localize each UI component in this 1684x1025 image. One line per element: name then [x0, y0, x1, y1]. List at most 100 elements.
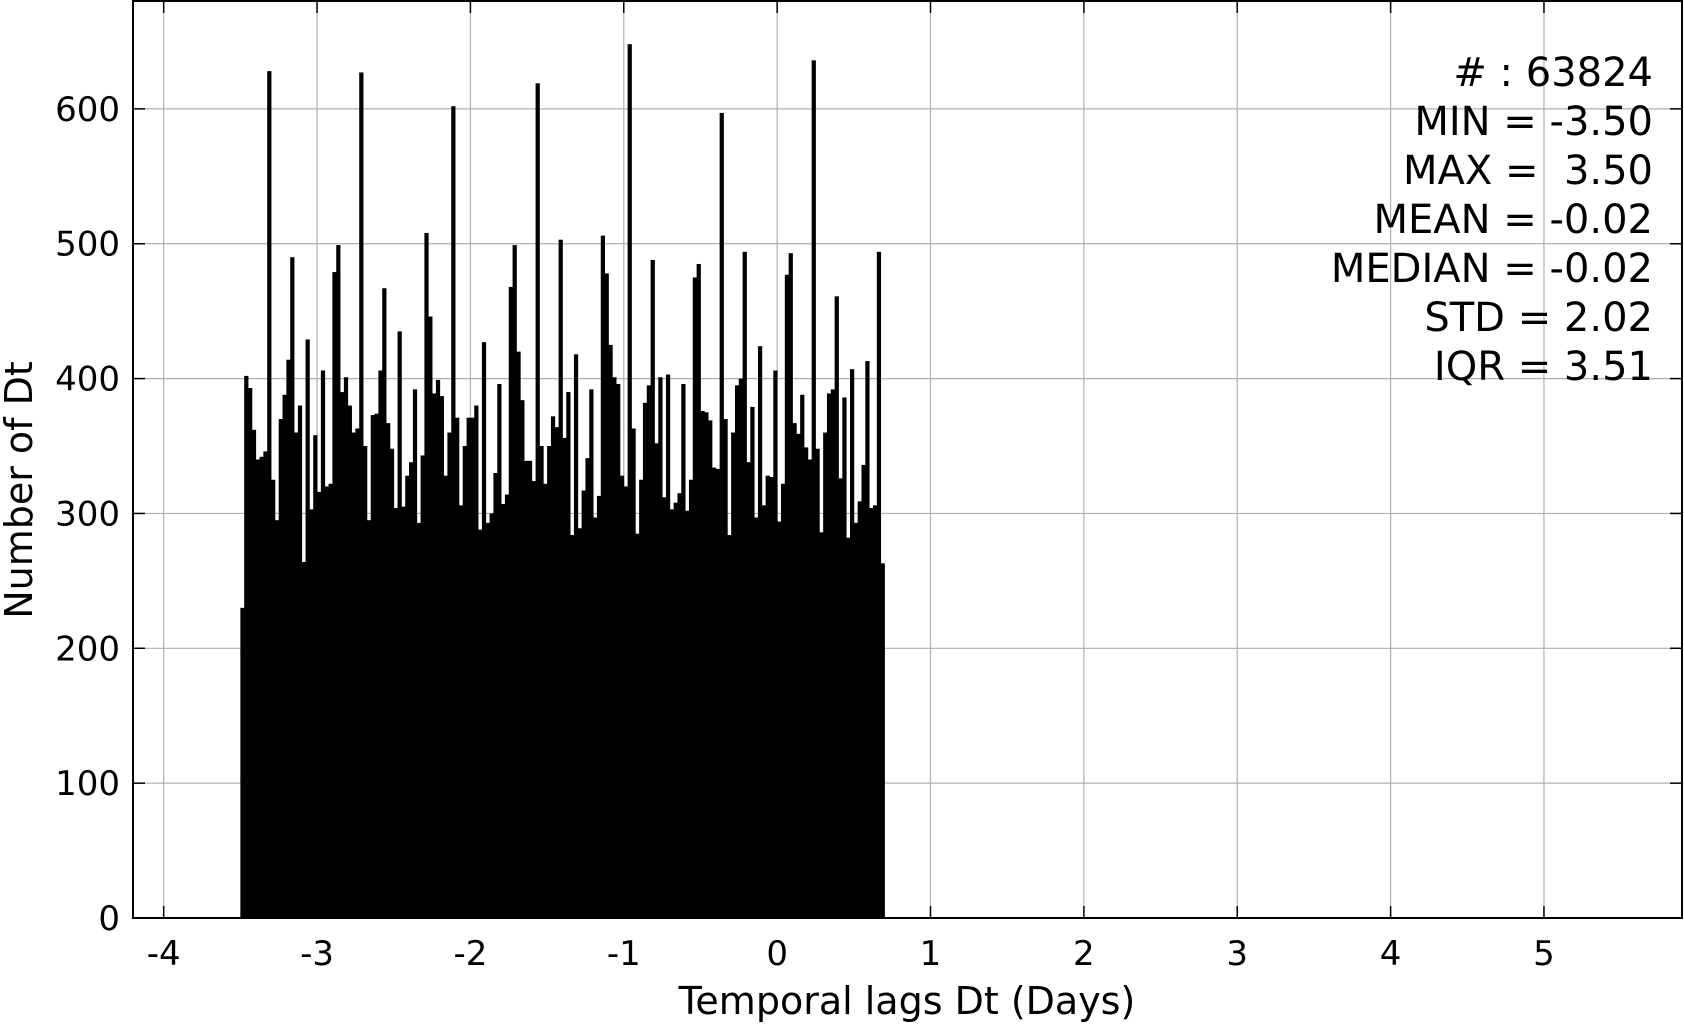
histogram-bar: [543, 483, 548, 918]
histogram-bar: [554, 427, 559, 918]
histogram-bar: [397, 331, 402, 918]
histogram-bar: [294, 432, 299, 918]
bar-series: [240, 44, 885, 919]
histogram-bar: [865, 361, 870, 918]
histogram-bar: [267, 71, 272, 918]
histogram-bar: [313, 435, 318, 918]
histogram-bar: [819, 532, 824, 918]
x-tick-label: -2: [453, 934, 487, 974]
histogram-bar: [765, 475, 770, 918]
x-tick-label: -4: [147, 934, 181, 974]
histogram-bar: [274, 520, 280, 918]
histogram-bar: [347, 405, 352, 918]
histogram-bar: [524, 460, 529, 918]
histogram-bar: [842, 397, 847, 918]
histogram-bar: [742, 251, 747, 918]
histogram-bar: [800, 394, 805, 918]
x-tick-label: 3: [1226, 934, 1248, 974]
histogram-bar: [711, 467, 717, 918]
histogram-bar: [328, 483, 333, 918]
y-tick-label: 300: [55, 494, 120, 534]
histogram-bar: [589, 389, 594, 918]
histogram-bar: [780, 483, 786, 918]
histogram-bar: [478, 529, 483, 918]
histogram-bar: [248, 388, 253, 918]
histogram-bar: [535, 83, 540, 918]
histogram-bar: [393, 508, 398, 918]
histogram-bar: [639, 479, 644, 918]
histogram-bar: [439, 396, 444, 918]
histogram-bar: [673, 502, 678, 918]
histogram-bar: [642, 402, 648, 918]
axis-ticks: [133, 1, 1682, 919]
histogram-bar: [432, 393, 437, 918]
histogram-bar: [378, 370, 383, 918]
histogram-bar: [769, 477, 774, 918]
histogram-bar: [861, 464, 866, 918]
histogram-bar: [386, 423, 391, 918]
histogram-bar: [807, 459, 813, 918]
histogram-bar: [259, 456, 264, 918]
histogram-bar: [412, 389, 418, 918]
histogram-bar: [382, 288, 387, 918]
histogram-bar: [834, 296, 839, 918]
histogram-bar: [363, 446, 368, 918]
x-tick-label: 1: [920, 934, 942, 974]
histogram-bar: [562, 437, 567, 918]
stats-iqr: IQR = 3.51: [1434, 344, 1653, 390]
histogram-bar: [317, 491, 322, 918]
histogram-bar: [761, 505, 767, 918]
histogram-bar: [777, 521, 782, 918]
x-tick-labels: -4 -3 -2 -1 0 1 2 3 4 5: [147, 934, 1555, 974]
histogram-bar: [416, 522, 421, 918]
histogram-bar: [255, 459, 260, 918]
histogram-bar: [497, 383, 502, 918]
histogram-bar: [389, 448, 395, 918]
histogram-bar: [773, 370, 778, 918]
histogram-bar: [340, 392, 345, 919]
histogram-bar: [600, 235, 606, 919]
y-tick-labels: 0 100 200 300 400 500 600: [55, 90, 120, 939]
histogram-bar: [811, 60, 816, 919]
x-tick-label: 0: [766, 934, 788, 974]
histogram-bar: [846, 537, 851, 918]
histogram-bar: [830, 389, 836, 918]
histogram-bar: [677, 493, 682, 918]
histogram-bar: [635, 533, 640, 918]
histogram-bar: [803, 447, 809, 918]
histogram-bar: [857, 501, 862, 918]
histogram-bar: [278, 419, 283, 918]
plot-frame: [132, 0, 1683, 919]
histogram-bar: [662, 497, 667, 918]
histogram-bar: [550, 416, 556, 918]
histogram-bar: [750, 406, 755, 918]
histogram-bar: [784, 274, 790, 918]
histogram-bar: [685, 510, 690, 918]
histogram-bar: [570, 535, 575, 918]
histogram-bar: [692, 277, 698, 919]
histogram-bar: [665, 374, 671, 919]
histogram-bar: [654, 443, 659, 918]
y-tick-label: 100: [55, 764, 120, 804]
y-tick-label: 400: [55, 360, 120, 400]
stats-std: STD = 2.02: [1424, 295, 1653, 341]
y-axis-title: Number of Dt: [0, 361, 41, 619]
histogram-bar: [704, 412, 709, 918]
histogram-bar: [623, 486, 629, 918]
histogram-bar: [727, 535, 732, 918]
histogram-bar: [527, 460, 533, 918]
histogram-bar: [688, 479, 694, 918]
histogram-bar: [646, 385, 652, 918]
histogram-bar: [520, 400, 525, 919]
histogram-bar: [320, 370, 326, 918]
stats-median: MEDIAN = -0.02: [1331, 246, 1653, 292]
histogram-bar: [734, 385, 740, 918]
histogram-bar: [489, 513, 494, 918]
histogram-bar: [501, 504, 506, 918]
histogram-bar: [719, 112, 724, 919]
histogram-bar: [470, 417, 475, 918]
histogram-bar: [474, 405, 479, 918]
histogram-bar: [481, 342, 487, 918]
histogram-bar: [826, 393, 832, 918]
histogram-bar: [336, 245, 341, 919]
